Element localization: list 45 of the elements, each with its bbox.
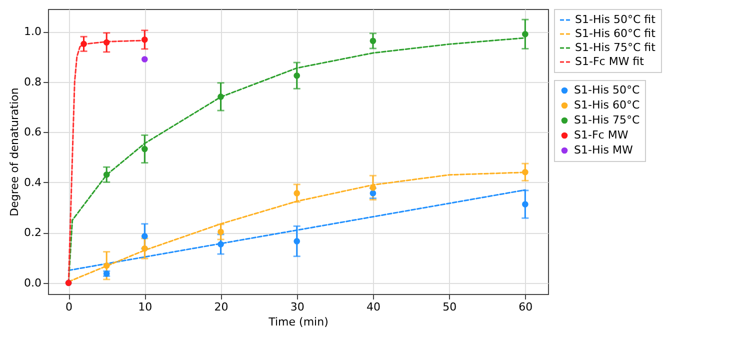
legend-label: S1-His MW: [574, 144, 633, 156]
point: [218, 241, 224, 248]
legend-label: S1-Fc MW: [574, 128, 628, 142]
legend-label: S1-His 50°C fit: [575, 13, 656, 26]
point: [141, 146, 148, 152]
y-tick-label: 0.6: [24, 126, 42, 139]
x-tick-label: 40: [366, 300, 380, 314]
x-axis-title: Time (min): [268, 316, 328, 328]
x-tick-label: 10: [138, 300, 152, 314]
x-tick-label: 20: [214, 300, 228, 314]
point: [103, 262, 110, 269]
x-tick-label: 50: [442, 300, 457, 314]
point: [218, 94, 224, 100]
y-axis-title: Degree of denaturation: [8, 88, 22, 216]
y-tick-label: 0.0: [24, 276, 42, 290]
point: [294, 72, 300, 79]
point: [80, 40, 87, 48]
y-tick-label: 0.2: [24, 226, 42, 240]
point: [294, 238, 300, 244]
legend-label: S1-His 60°C fit: [575, 27, 656, 40]
legend-label: S1-His 60°C: [574, 98, 640, 112]
legend-label: S1-Fc MW fit: [575, 55, 645, 68]
point: [370, 184, 376, 191]
y-tick-label: 1.0: [24, 25, 42, 38]
point: [103, 39, 110, 46]
point: [141, 36, 148, 43]
point: [141, 56, 148, 62]
x-tick-label: 30: [290, 300, 304, 314]
point: [294, 190, 300, 196]
legend-label: S1-His 75°C fit: [575, 41, 656, 54]
point: [103, 171, 110, 178]
point: [370, 38, 376, 44]
point: [522, 168, 528, 176]
y-tick-label: 0.4: [24, 176, 42, 189]
point: [522, 30, 528, 38]
point: [370, 190, 376, 196]
legend-label: S1-His 75°C: [574, 114, 640, 126]
y-tick-label: 0.8: [24, 75, 42, 88]
x-tick-label: 0: [66, 300, 73, 314]
point: [141, 245, 148, 252]
point: [218, 228, 224, 236]
point: [141, 233, 148, 240]
point: [522, 201, 528, 208]
legend-label: S1-His 50°C: [574, 84, 640, 96]
x-tick-label: 60: [518, 300, 533, 314]
